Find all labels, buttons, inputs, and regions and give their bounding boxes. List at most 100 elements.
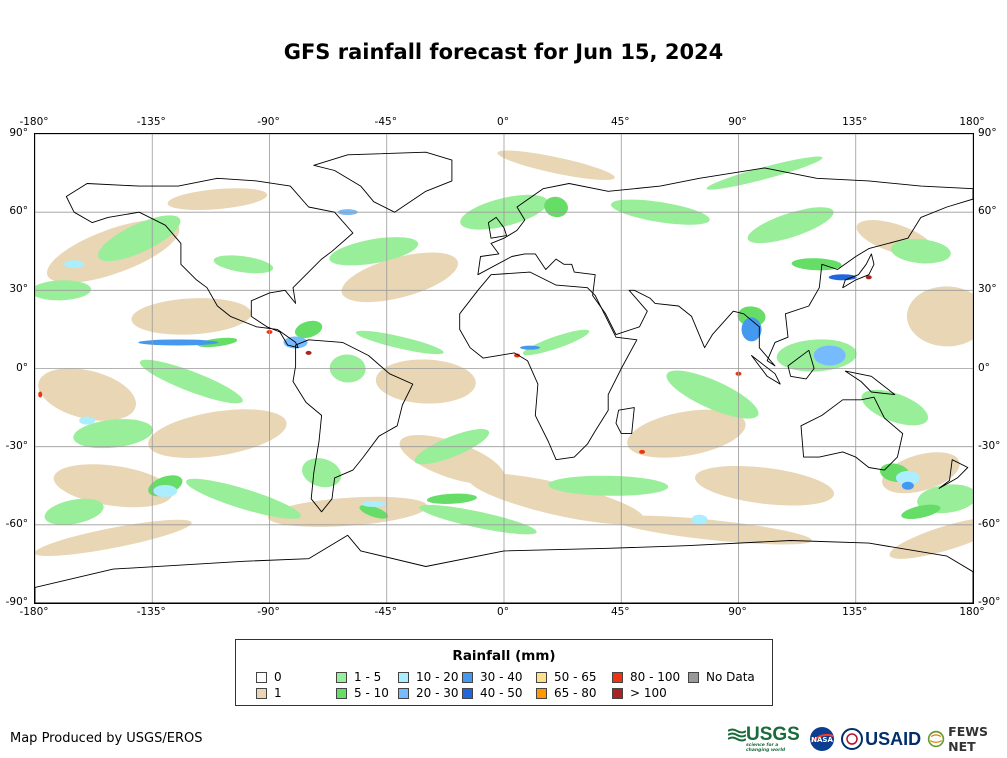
rain-area-1-5mm (355, 330, 444, 355)
rain-area-1-5mm (861, 389, 929, 426)
lon-tick-label-top: 180° (959, 116, 985, 128)
legend-swatch (398, 687, 409, 699)
rain-area-1mm (468, 473, 644, 525)
rain-area-5-10mm (791, 258, 842, 271)
lat-tick-label-left: -60° (5, 517, 28, 530)
svg-text:NASA: NASA (811, 736, 833, 744)
legend-item: 1 (256, 686, 282, 700)
rain-area-extreme (639, 449, 646, 454)
rain-area-1-5mm (185, 478, 301, 519)
legend-item: 80 - 100 (612, 670, 680, 684)
rain-area-1mm (131, 298, 252, 335)
usgs-logo: USGS science for a changing world (728, 725, 803, 753)
rain-area-extreme (305, 350, 312, 355)
legend-label: 50 - 65 (554, 670, 597, 684)
legend-item: 65 - 80 (536, 686, 597, 700)
legend-item: 50 - 65 (536, 670, 597, 684)
legend-swatch (256, 687, 267, 699)
usaid-logo: USAID (841, 728, 921, 750)
rain-area-1mm (167, 188, 268, 211)
lon-tick-label-bottom: -90° (257, 606, 280, 618)
graticule (35, 134, 973, 603)
lat-tick-label-right: 90° (978, 127, 997, 139)
lon-tick-label-bottom: -180° (19, 606, 49, 618)
lat-tick-label-left: 90° (9, 127, 28, 139)
lat-tick-label-left: 60° (9, 205, 28, 218)
landmass-madagascar (615, 407, 635, 435)
landmass-south-america (292, 339, 414, 513)
rain-area-1-5mm (706, 156, 823, 190)
nasa-meatball-icon: NASA (810, 727, 835, 751)
usaid-seal-icon (841, 728, 864, 750)
landmass-borneo (787, 349, 815, 380)
rain-area-5-10mm (359, 505, 388, 519)
legend-label: 80 - 100 (630, 670, 681, 684)
lat-tick-label-left: -30° (5, 439, 28, 452)
fews-net-logo: FEWS NET (927, 724, 1007, 754)
lon-tick-label-top: 45° (610, 116, 630, 128)
rain-area-1-5mm (139, 359, 243, 404)
usgs-wave-icon (728, 728, 746, 741)
rain-area-1mm (53, 464, 173, 508)
rain-area-10-20mm (895, 470, 920, 485)
lon-tick-label-top: 0° (497, 116, 509, 128)
lat-tick-label-right: 0° (978, 361, 990, 374)
legend-swatch (462, 687, 473, 699)
landmass-new-zealand (938, 459, 969, 489)
lat-tick-label-right: -30° (978, 439, 1001, 452)
rain-area-1-5mm (419, 504, 537, 535)
rain-area-1mm (267, 496, 428, 527)
legend: Rainfall (mm) 0 1 1 - 5 5 - 10 10 - 20 20 - 3… (235, 639, 773, 706)
rain-area-1-5mm (522, 329, 590, 356)
rain-area-10-20mm (64, 260, 85, 269)
rain-area-1-5mm (73, 419, 153, 449)
rain-area-heavy (901, 481, 914, 490)
fews-globe-icon (927, 730, 945, 748)
lon-tick-label-top: -135° (136, 116, 166, 128)
rain-area-1-5mm (213, 255, 274, 274)
legend-item: 0 (256, 670, 282, 684)
legend-swatch (688, 671, 699, 683)
legend-item: 40 - 50 (462, 686, 523, 700)
nasa-logo: NASA (809, 726, 835, 752)
rain-area-1-5mm (44, 498, 104, 525)
usgs-tagline: science for a changing world (746, 743, 786, 753)
legend-swatch (256, 671, 267, 683)
legend-swatch (536, 671, 547, 683)
credit-text: Map Produced by USGS/EROS (10, 731, 203, 746)
rain-area-1-5mm (329, 237, 419, 266)
landmass-eurasia (477, 167, 973, 367)
rain-area-1-5mm (302, 458, 342, 488)
legend-item: 1 - 5 (336, 670, 381, 684)
landmass-new-guinea (844, 370, 896, 396)
lat-tick-label-right: -60° (978, 517, 1001, 530)
legend-item: 5 - 10 (336, 686, 389, 700)
legend-label: 40 - 50 (480, 686, 523, 700)
rain-area-heavy (813, 345, 846, 366)
rain-area-10-20mm (691, 514, 708, 525)
partner-logos: USGS science for a changing world NASA U… (728, 724, 1007, 754)
legend-item: 20 - 30 (398, 686, 459, 700)
rain-area-1mm (38, 368, 136, 421)
lat-tick-label-right: 60° (978, 205, 997, 218)
legend-label: 10 - 20 (416, 670, 459, 684)
rain-area-10-20mm (153, 484, 178, 497)
legend-swatch (612, 671, 623, 683)
legend-label: > 100 (630, 686, 667, 700)
lon-tick-label-bottom: -135° (136, 606, 166, 618)
lat-tick-label-left: 30° (9, 283, 28, 296)
landmass-africa (459, 271, 638, 461)
rainfall-map (34, 133, 974, 604)
legend-item: > 100 (612, 686, 667, 700)
legend-swatch (336, 687, 347, 699)
legend-item: 30 - 40 (462, 670, 523, 684)
legend-label: 30 - 40 (480, 670, 523, 684)
rain-area-heavy (828, 274, 857, 281)
rain-area-10-20mm (361, 500, 386, 507)
lon-tick-label-top: -45° (374, 116, 397, 128)
legend-label: 1 - 5 (354, 670, 382, 684)
rain-area-1mm (695, 465, 835, 506)
lat-tick-label-right: -90° (978, 596, 1001, 608)
legend-swatch (336, 671, 347, 683)
rain-area-1mm (399, 434, 505, 485)
